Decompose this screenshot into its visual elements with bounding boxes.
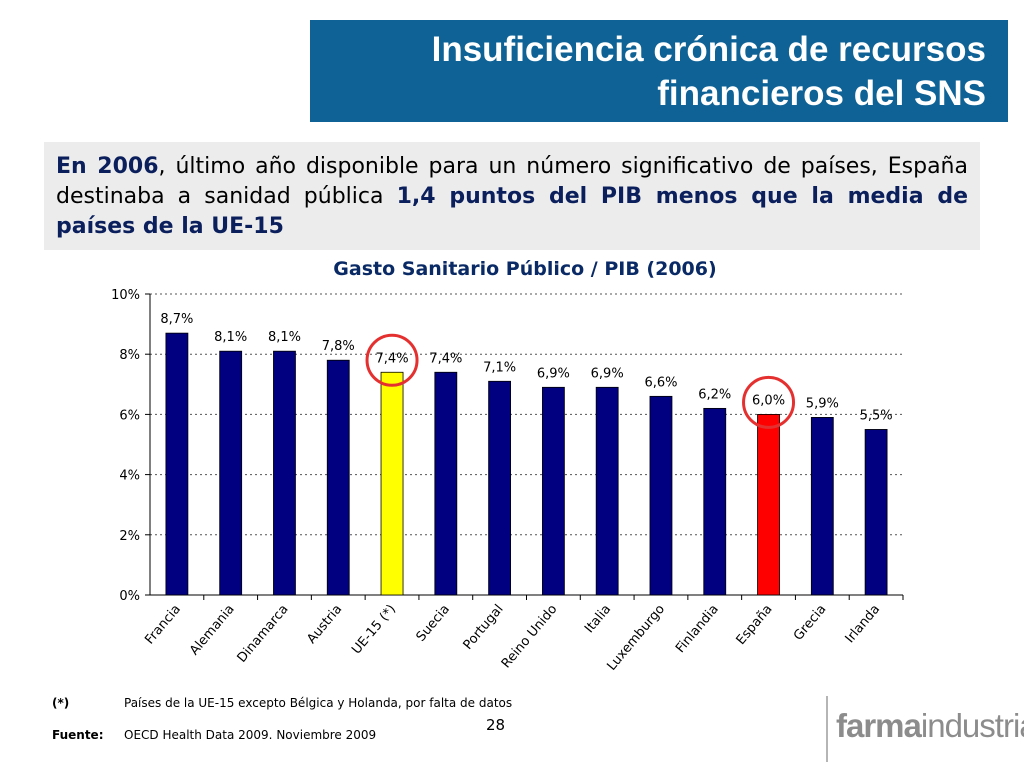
data-label: 8,1% [268,330,301,345]
bar-alemania [219,350,243,596]
bar-suecia [434,371,458,596]
category-label: Suecia [414,602,453,645]
y-tick-label: 0% [119,589,140,604]
slide-title: Insuficiencia crónica de recursos financ… [310,20,1008,122]
bar-irlanda [864,429,888,596]
data-label: 7,1% [483,360,516,375]
category-label: Italia [582,602,614,636]
data-label: 8,7% [160,312,193,327]
intro-text: , último año disponible para un número s… [56,154,968,209]
category-label: Francia [142,602,184,648]
source-key: Fuente: [52,728,104,742]
chart-title: Gasto Sanitario Público / PIB (2006) [333,258,717,280]
page-number: 28 [486,716,506,734]
y-tick-label: 4% [119,469,140,484]
bar-reino-unido [541,386,565,596]
category-label: UE-15 (*) [349,602,399,657]
data-label: 6,2% [698,387,731,402]
category-label: Alemania [187,602,238,658]
category-label: España [734,602,776,648]
logo-part-industria: industria [920,707,1024,744]
intro-year: En 2006 [56,154,159,179]
logo-part-farma: farma [836,707,922,744]
slide-title-line2: financieros del SNS [657,74,986,113]
data-label: 6,9% [537,366,570,381]
bar-ue-15- [380,371,404,596]
data-label: 7,8% [322,339,355,354]
bar-francia [165,332,189,596]
y-tick-label: 2% [119,529,140,544]
data-label: 6,6% [644,375,677,390]
category-label: Dinamarca [235,602,292,666]
data-label: 7,4% [376,351,409,366]
category-label: Luxemburgo [604,602,668,674]
data-label: 6,9% [591,366,624,381]
bar-grecia [810,417,834,596]
intro-text-box: En 2006, último año disponible para un n… [44,142,980,250]
category-label: Reino Unido [499,602,561,671]
bar-dinamarca [273,350,296,596]
category-label: Irlanda [843,602,884,646]
highlight-circle [742,375,796,429]
category-label: Finlandia [673,602,722,656]
intro-highlight: 1,4 puntos del PIB menos que la media de… [56,184,968,239]
source-note: Fuente: OECD Health Data 2009. Noviembre … [52,728,376,742]
farmaindustria-logo: farmaindustria [826,696,1024,762]
footnote-text: Países de la UE-15 excepto Bélgica y Hol… [124,696,513,710]
category-label: Grecia [791,602,829,644]
bar-luxemburgo [649,395,673,596]
data-label: 8,1% [214,330,247,345]
data-label: 5,5% [860,408,893,423]
y-tick-label: 10% [111,288,140,303]
data-label: 7,4% [429,351,462,366]
bar-portugal [488,380,512,596]
bar-finlandia [703,407,727,596]
highlight-circle [365,333,419,387]
bar-austria [326,359,350,596]
footnote: (*) Países de la UE-15 excepto Bélgica y … [52,696,512,710]
slide-title-line1: Insuficiencia crónica de recursos [431,30,986,69]
y-tick-label: 6% [119,408,140,423]
y-tick-label: 8% [119,348,140,363]
data-label: 5,9% [806,396,839,411]
category-label: Austria [304,602,345,647]
bar-espa-a [757,413,780,596]
bar-italia [595,386,619,596]
footnote-key: (*) [52,696,70,710]
category-label: Portugal [461,602,507,653]
data-label: 6,0% [752,393,785,408]
source-text: OECD Health Data 2009. Noviembre 2009 [124,728,377,742]
